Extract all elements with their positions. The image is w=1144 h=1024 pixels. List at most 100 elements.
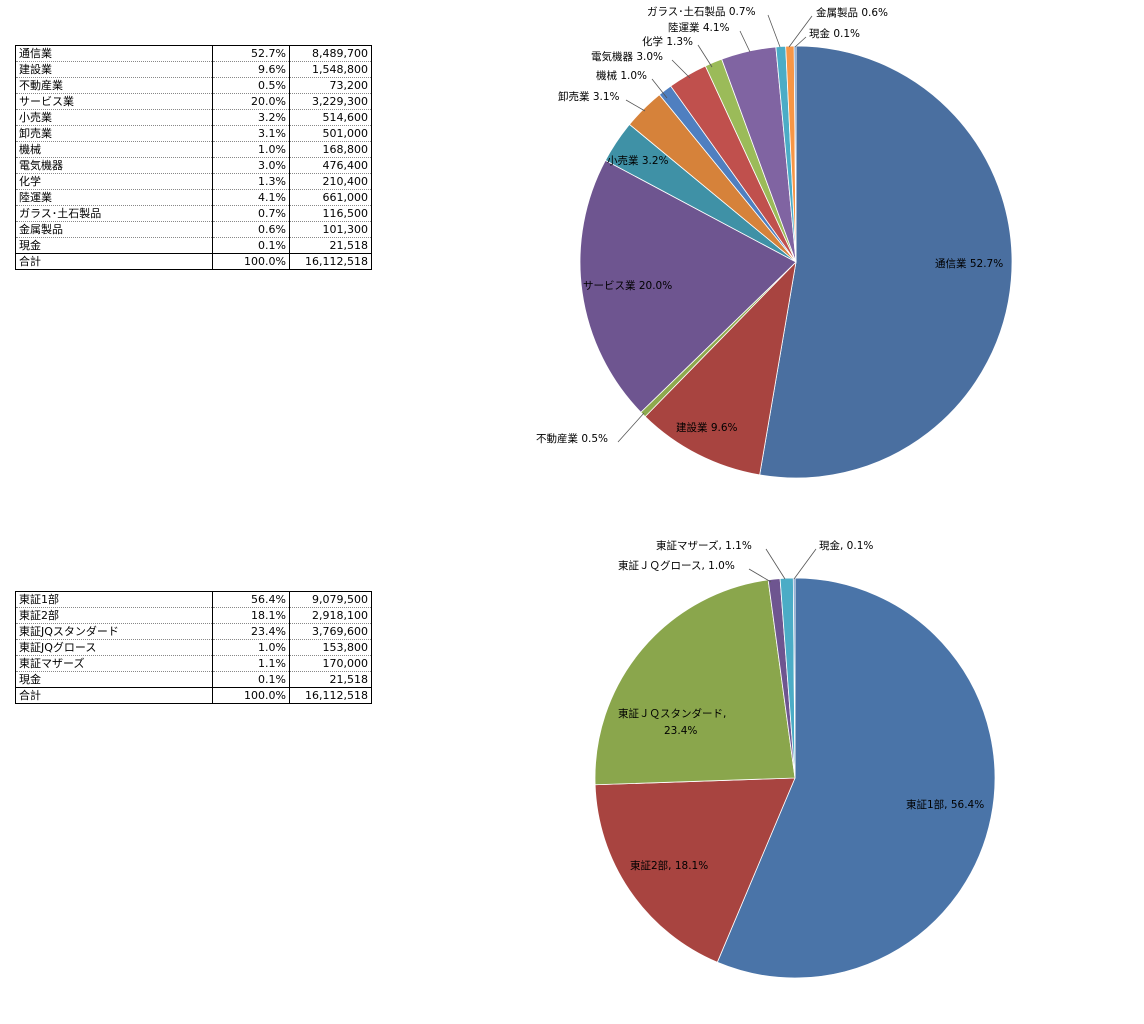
cell-name: 東証1部 bbox=[15, 591, 213, 608]
table-row: サービス業 20.0% 3,229,300 bbox=[15, 93, 372, 110]
cell-name: 建設業 bbox=[15, 61, 213, 78]
data-label: 東証ＪＱグロース, 1.0% bbox=[618, 559, 735, 572]
cell-value: 170,000 bbox=[289, 655, 372, 672]
table-total-row: 合計 100.0% 16,112,518 bbox=[15, 253, 372, 270]
cell-percent: 0.6% bbox=[212, 221, 290, 238]
table-row: 東証JQスタンダード 23.4% 3,769,600 bbox=[15, 623, 372, 640]
table-total-row: 合計 100.0% 16,112,518 bbox=[15, 687, 372, 704]
data-label: 現金, 0.1% bbox=[819, 539, 873, 552]
data-label: ガラス･土石製品 0.7% bbox=[647, 5, 756, 18]
data-label: 通信業 52.7% bbox=[935, 257, 1003, 270]
cell-value: 16,112,518 bbox=[289, 687, 372, 704]
market-table: 東証1部 56.4% 9,079,500 東証2部 18.1% 2,918,100 東証JQ… bbox=[15, 591, 372, 704]
pie-slice bbox=[594, 579, 796, 786]
pie-slice bbox=[579, 159, 797, 413]
table-row: 現金 0.1% 21,518 bbox=[15, 671, 372, 688]
table-row: 金属製品 0.6% 101,300 bbox=[15, 221, 372, 238]
data-label: 不動産業 0.5% bbox=[536, 432, 608, 445]
data-label: 金属製品 0.6% bbox=[816, 6, 888, 19]
cell-name: 卸売業 bbox=[15, 125, 213, 142]
cell-name: 金属製品 bbox=[15, 221, 213, 238]
cell-value: 8,489,700 bbox=[289, 45, 372, 62]
table-row: 通信業 52.7% 8,489,700 bbox=[15, 45, 372, 62]
leader-line bbox=[697, 44, 713, 68]
cell-name: 電気機器 bbox=[15, 157, 213, 174]
cell-value: 116,500 bbox=[289, 205, 372, 222]
data-label: 建設業 9.6% bbox=[676, 421, 738, 434]
table-row: 東証1部 56.4% 9,079,500 bbox=[15, 591, 372, 608]
pie-slice bbox=[716, 577, 996, 979]
cell-name: 機械 bbox=[15, 141, 213, 158]
cell-name: 合計 bbox=[15, 687, 213, 704]
cell-name: 小売業 bbox=[15, 109, 213, 126]
pie-slice bbox=[759, 45, 1013, 479]
cell-name: 東証JQスタンダード bbox=[15, 623, 213, 640]
cell-value: 514,600 bbox=[289, 109, 372, 126]
data-label: 東証ＪＱスタンダード, bbox=[618, 707, 726, 720]
data-label: サービス業 20.0% bbox=[583, 279, 672, 292]
cell-name: 通信業 bbox=[15, 45, 213, 62]
table-row: 電気機器 3.0% 476,400 bbox=[15, 157, 372, 174]
table-row: 小売業 3.2% 514,600 bbox=[15, 109, 372, 126]
cell-name: 現金 bbox=[15, 237, 213, 254]
leader-line bbox=[793, 548, 817, 580]
cell-percent: 3.2% bbox=[212, 109, 290, 126]
data-label: 東証2部, 18.1% bbox=[630, 859, 708, 872]
cell-name: 陸運業 bbox=[15, 189, 213, 206]
data-label: 陸運業 4.1% bbox=[668, 21, 730, 34]
cell-percent: 4.1% bbox=[212, 189, 290, 206]
table-row: 現金 0.1% 21,518 bbox=[15, 237, 372, 254]
cell-percent: 100.0% bbox=[212, 687, 290, 704]
cell-percent: 56.4% bbox=[212, 591, 290, 608]
cell-value: 476,400 bbox=[289, 157, 372, 174]
cell-percent: 52.7% bbox=[212, 45, 290, 62]
cell-value: 3,769,600 bbox=[289, 623, 372, 640]
leader-line bbox=[625, 99, 646, 112]
pie-slice bbox=[644, 260, 797, 476]
cell-percent: 1.3% bbox=[212, 173, 290, 190]
cell-percent: 1.1% bbox=[212, 655, 290, 672]
leader-line bbox=[794, 36, 807, 48]
data-label: 電気機器 3.0% bbox=[591, 50, 663, 63]
cell-percent: 1.0% bbox=[212, 639, 290, 656]
data-label: 23.4% bbox=[664, 725, 697, 737]
cell-name: 東証マザーズ bbox=[15, 655, 213, 672]
cell-value: 16,112,518 bbox=[289, 253, 372, 270]
table-row: 東証JQグロース 1.0% 153,800 bbox=[15, 639, 372, 656]
table-row: ガラス･土石製品 0.7% 116,500 bbox=[15, 205, 372, 222]
leader-line bbox=[788, 15, 813, 48]
data-label: 機械 1.0% bbox=[596, 69, 647, 82]
cell-percent: 9.6% bbox=[212, 61, 290, 78]
data-label: 東証マザーズ, 1.1% bbox=[656, 539, 752, 552]
table-row: 建設業 9.6% 1,548,800 bbox=[15, 61, 372, 78]
cell-value: 21,518 bbox=[289, 671, 372, 688]
cell-percent: 0.5% bbox=[212, 77, 290, 94]
cell-value: 1,548,800 bbox=[289, 61, 372, 78]
cell-name: 東証JQグロース bbox=[15, 639, 213, 656]
cell-percent: 18.1% bbox=[212, 607, 290, 624]
leader-line bbox=[617, 412, 645, 443]
cell-name: 不動産業 bbox=[15, 77, 213, 94]
table-row: 卸売業 3.1% 501,000 bbox=[15, 125, 372, 142]
cell-percent: 3.0% bbox=[212, 157, 290, 174]
cell-percent: 3.1% bbox=[212, 125, 290, 142]
pie-slice bbox=[594, 777, 796, 963]
cell-percent: 23.4% bbox=[212, 623, 290, 640]
table-row: 化学 1.3% 210,400 bbox=[15, 173, 372, 190]
cell-value: 21,518 bbox=[289, 237, 372, 254]
data-label: 小売業 3.2% bbox=[607, 154, 669, 167]
table-row: 不動産業 0.5% 73,200 bbox=[15, 77, 372, 94]
data-label: 化学 1.3% bbox=[642, 35, 693, 48]
table-row: 東証マザーズ 1.1% 170,000 bbox=[15, 655, 372, 672]
data-label: 現金 0.1% bbox=[809, 27, 860, 40]
cell-value: 501,000 bbox=[289, 125, 372, 142]
cell-value: 101,300 bbox=[289, 221, 372, 238]
cell-value: 153,800 bbox=[289, 639, 372, 656]
leader-line bbox=[671, 59, 691, 79]
cell-value: 661,000 bbox=[289, 189, 372, 206]
cell-value: 9,079,500 bbox=[289, 591, 372, 608]
leader-line bbox=[739, 30, 751, 53]
cell-value: 168,800 bbox=[289, 141, 372, 158]
cell-percent: 100.0% bbox=[212, 253, 290, 270]
